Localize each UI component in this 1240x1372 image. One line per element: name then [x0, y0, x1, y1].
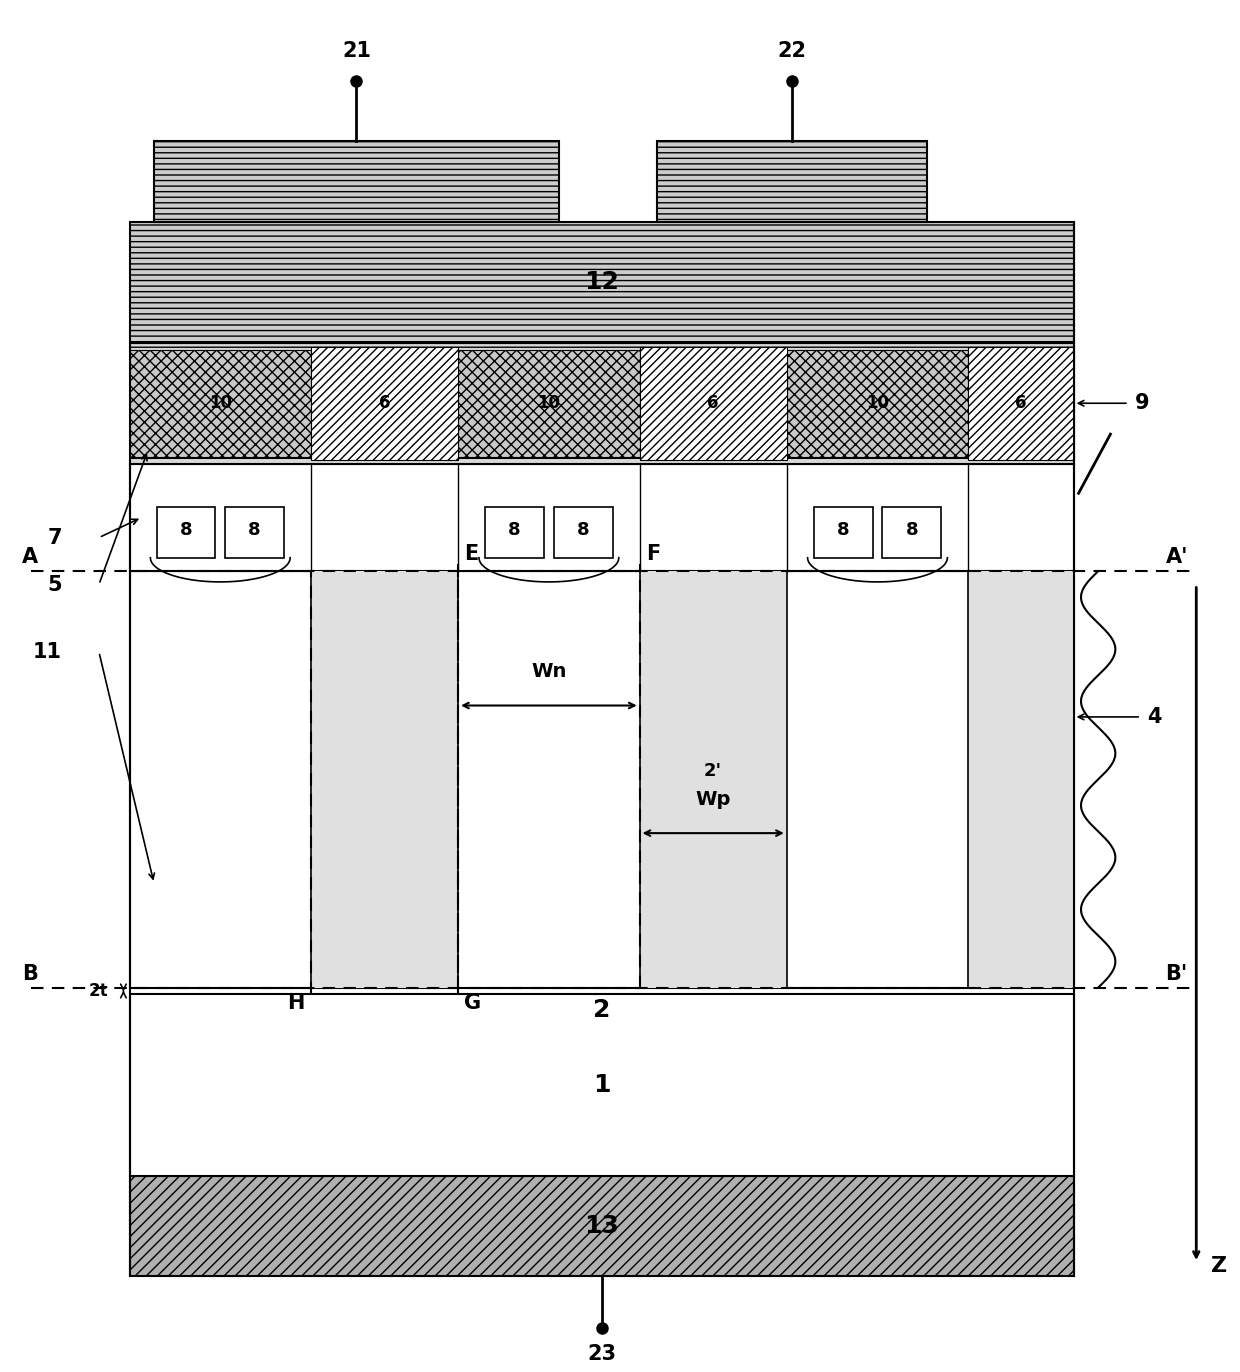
Bar	[311, 347, 458, 460]
Text: 11: 11	[33, 642, 62, 661]
Bar	[786, 350, 968, 457]
Text: 10: 10	[208, 394, 232, 412]
Text: 4: 4	[1147, 707, 1162, 727]
Text: 9: 9	[1135, 394, 1149, 413]
Bar	[129, 571, 1074, 988]
Text: 21: 21	[342, 41, 371, 60]
Bar	[129, 464, 1074, 571]
Bar	[968, 347, 1074, 460]
Text: Wn: Wn	[531, 663, 567, 682]
Text: A': A'	[1166, 547, 1188, 567]
Text: Wp: Wp	[696, 790, 730, 809]
Bar	[968, 571, 1074, 988]
Text: 8: 8	[180, 520, 192, 539]
Bar	[657, 141, 926, 222]
Bar	[154, 141, 559, 222]
Bar	[129, 995, 1074, 1176]
Text: 2': 2'	[704, 761, 722, 781]
Bar	[813, 506, 873, 558]
Text: 6: 6	[1016, 394, 1027, 412]
Text: 22: 22	[777, 41, 806, 60]
Text: B: B	[22, 963, 37, 984]
Bar	[129, 1176, 1074, 1276]
Text: Z: Z	[1211, 1257, 1228, 1276]
Bar	[485, 506, 544, 558]
Bar	[640, 347, 786, 460]
Bar	[129, 343, 1074, 464]
Text: 8: 8	[905, 520, 918, 539]
Text: 12: 12	[584, 270, 619, 295]
Text: 7: 7	[47, 528, 62, 547]
Text: 8: 8	[248, 520, 260, 539]
Bar	[311, 571, 458, 988]
Bar	[458, 350, 640, 457]
Text: 6: 6	[379, 394, 391, 412]
Text: 2: 2	[593, 999, 610, 1022]
Text: E: E	[464, 545, 479, 564]
Text: F: F	[646, 545, 660, 564]
Text: 13: 13	[584, 1214, 619, 1238]
Text: G: G	[464, 993, 481, 1013]
Text: 23: 23	[587, 1343, 616, 1364]
Text: H: H	[288, 993, 305, 1013]
Text: 8: 8	[837, 520, 849, 539]
Bar	[554, 506, 613, 558]
Bar	[226, 506, 284, 558]
Text: 1: 1	[593, 1073, 610, 1098]
Text: A: A	[21, 547, 37, 567]
Bar	[883, 506, 941, 558]
Text: 5: 5	[47, 575, 62, 594]
Text: 6: 6	[708, 394, 719, 412]
Text: 8: 8	[508, 520, 521, 539]
Text: 10: 10	[866, 394, 889, 412]
Bar	[640, 571, 786, 988]
Bar	[129, 222, 1074, 343]
Bar	[156, 506, 216, 558]
Text: 8: 8	[577, 520, 589, 539]
Bar	[129, 350, 311, 457]
Text: B': B'	[1166, 963, 1188, 984]
Text: 2t: 2t	[89, 982, 109, 1000]
Text: 10: 10	[537, 394, 560, 412]
